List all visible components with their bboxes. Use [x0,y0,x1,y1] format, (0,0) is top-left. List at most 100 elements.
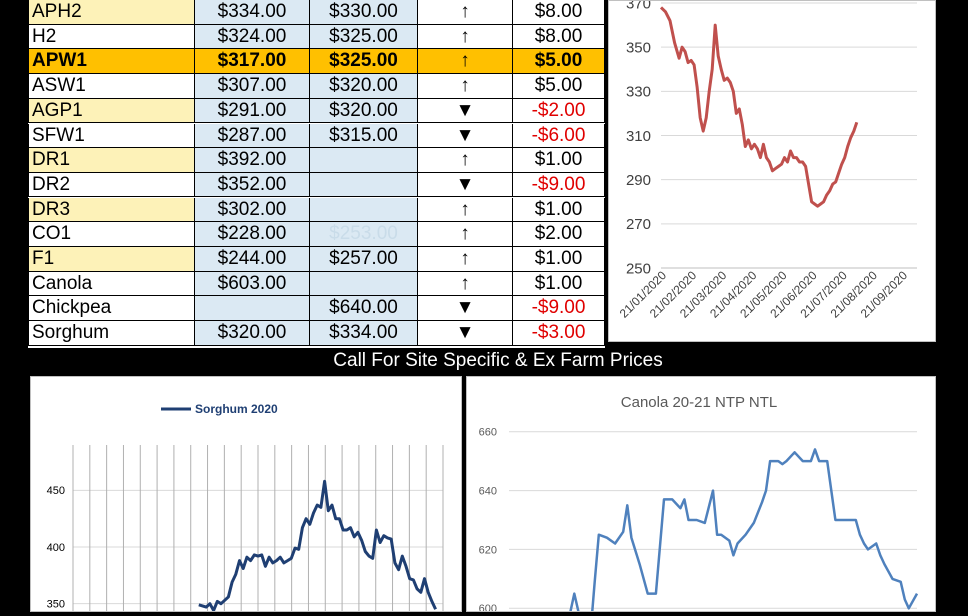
y-tick-label: 350 [626,39,651,56]
price-cell: $330.00 [310,0,418,25]
price-cell [310,272,418,297]
price-cell: $315.00 [310,124,418,149]
commodity-name: Sorghum [28,321,195,346]
direction-indicator: ↑ [418,222,513,247]
commodity-name: DR2 [28,173,195,198]
price-cell: $287.00 [195,124,310,149]
price-change: $5.00 [513,74,605,99]
commodity-name: APW1 [28,49,195,74]
table-row: ASW1$307.00$320.00↑$5.00 [28,74,605,99]
direction-indicator: ↑ [418,74,513,99]
y-tick-label: 370 [626,1,651,12]
price-change: $8.00 [513,25,605,50]
y-tick-label: 450 [47,485,65,497]
series-line [661,7,857,206]
price-change: -$3.00 [513,321,605,346]
direction-indicator: ▼ [418,99,513,124]
direction-indicator: ▼ [418,296,513,321]
series-line [509,449,917,611]
legend-label: Sorghum 2020 [195,402,278,416]
commodity-name: CO1 [28,222,195,247]
table-row: Sorghum$320.00$334.00▼-$3.00 [28,321,605,346]
table-row: APH2$334.00$330.00↑$8.00 [28,0,605,25]
commodity-name: Canola [28,272,195,297]
price-change: $1.00 [513,247,605,272]
price-cell: $257.00 [310,247,418,272]
price-cell: $244.00 [195,247,310,272]
price-cell: $320.00 [310,99,418,124]
commodity-name: H2 [28,25,195,50]
direction-indicator: ▼ [418,173,513,198]
commodity-name: APH2 [28,0,195,25]
table-row: F1$244.00$257.00↑$1.00 [28,247,605,272]
table-row: APW1$317.00$325.00↑$5.00 [28,49,605,74]
commodity-name: F1 [28,247,195,272]
direction-indicator: ↑ [418,148,513,173]
chart-title: Canola 20-21 NTP NTL [621,394,777,411]
direction-indicator: ▼ [418,124,513,149]
table-row: AGP1$291.00$320.00▼-$2.00 [28,99,605,124]
site-specific-banner: Call For Site Specific & Ex Farm Prices [28,349,968,373]
commodity-name: AGP1 [28,99,195,124]
price-cell [310,173,418,198]
price-cell: $320.00 [310,74,418,99]
price-cell: $334.00 [195,0,310,25]
table-row: H2$324.00$325.00↑$8.00 [28,25,605,50]
price-change: $1.00 [513,272,605,297]
direction-indicator: ↑ [418,272,513,297]
commodity-name: DR1 [28,148,195,173]
price-cell: $325.00 [310,25,418,50]
price-cell: $325.00 [310,49,418,74]
price-cell: $253.00 [310,222,418,247]
direction-indicator: ↑ [418,247,513,272]
price-cell: $392.00 [195,148,310,173]
price-cell [195,296,310,321]
direction-indicator: ↑ [418,198,513,223]
price-change: $1.00 [513,198,605,223]
series-line [199,481,436,610]
table-row: SFW1$287.00$315.00▼-$6.00 [28,124,605,149]
price-change: -$9.00 [513,173,605,198]
price-cell: $640.00 [310,296,418,321]
y-tick-label: 270 [626,216,651,233]
price-cell: $302.00 [195,198,310,223]
table-row: Chickpea $640.00▼-$9.00 [28,296,605,321]
price-cell [310,198,418,223]
y-tick-label: 350 [47,599,65,611]
price-cell: $320.00 [195,321,310,346]
price-cell: $603.00 [195,272,310,297]
price-cell [310,148,418,173]
apw-price-chart: 25027029031033035037021/01/202021/02/202… [609,1,935,341]
commodity-name: ASW1 [28,74,195,99]
direction-indicator: ↑ [418,0,513,25]
y-tick-label: 400 [47,542,65,554]
table-row: DR1$392.00 ↑$1.00 [28,148,605,173]
price-change: $1.00 [513,148,605,173]
commodity-name: Chickpea [28,296,195,321]
price-change: -$9.00 [513,296,605,321]
price-change: -$2.00 [513,99,605,124]
price-cell: $352.00 [195,173,310,198]
y-tick-label: 660 [479,427,497,439]
table-row: DR3$302.00 ↑$1.00 [28,198,605,223]
y-tick-label: 310 [626,128,651,145]
table-row: Canola$603.00 ↑$1.00 [28,272,605,297]
commodity-name: SFW1 [28,124,195,149]
y-tick-label: 330 [626,84,651,101]
y-tick-label: 640 [479,485,497,497]
price-cell: $334.00 [310,321,418,346]
price-cell: $317.00 [195,49,310,74]
sorghum-chart-panel: 350 400 450 Sorghum 2020 [30,376,462,612]
y-tick-label: 620 [479,544,497,556]
price-cell: $324.00 [195,25,310,50]
y-tick-label: 250 [626,260,651,277]
price-change: $5.00 [513,49,605,74]
direction-indicator: ↑ [418,25,513,50]
price-change: $8.00 [513,0,605,25]
table-row: CO1$228.00$253.00↑$2.00 [28,222,605,247]
commodity-name: DR3 [28,198,195,223]
price-cell: $291.00 [195,99,310,124]
